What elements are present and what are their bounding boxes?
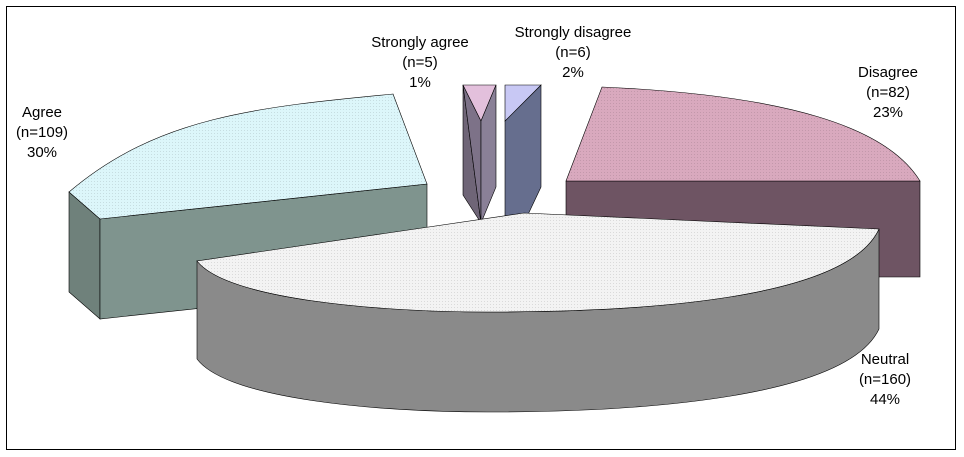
pie-chart: Agree (n=109) 30% Strongly agree (n=5) 1… [16, 24, 921, 413]
label-neutral-category: Neutral [861, 351, 909, 368]
label-strongly-agree: Strongly agree (n=5) 1% [371, 34, 469, 91]
label-strongly-agree-count: (n=5) [402, 54, 437, 71]
slice-strongly-disagree-top [504, 84, 542, 122]
label-strongly-agree-percent: 1% [409, 74, 431, 91]
label-agree-count: (n=109) [16, 124, 68, 141]
label-strongly-disagree-category: Strongly disagree [515, 24, 632, 41]
slice-strongly-agree [462, 84, 497, 224]
chart-frame: Agree (n=109) 30% Strongly agree (n=5) 1… [6, 6, 956, 450]
label-agree-percent: 30% [27, 144, 57, 161]
label-agree: Agree (n=109) 30% [16, 104, 68, 161]
label-disagree-percent: 23% [873, 104, 903, 121]
slice-neutral [196, 212, 880, 413]
label-strongly-disagree-percent: 2% [562, 64, 584, 81]
label-neutral-percent: 44% [870, 391, 900, 408]
label-strongly-disagree: Strongly disagree (n=6) 2% [515, 24, 632, 81]
label-strongly-disagree-count: (n=6) [555, 44, 590, 61]
label-neutral-count: (n=160) [859, 371, 911, 388]
label-strongly-agree-category: Strongly agree [371, 34, 469, 51]
label-agree-category: Agree [22, 104, 62, 121]
slice-strongly-disagree [504, 84, 542, 222]
label-disagree: Disagree (n=82) 23% [858, 64, 918, 121]
label-neutral: Neutral (n=160) 44% [859, 351, 911, 408]
label-disagree-count: (n=82) [866, 84, 910, 101]
label-disagree-category: Disagree [858, 64, 918, 81]
